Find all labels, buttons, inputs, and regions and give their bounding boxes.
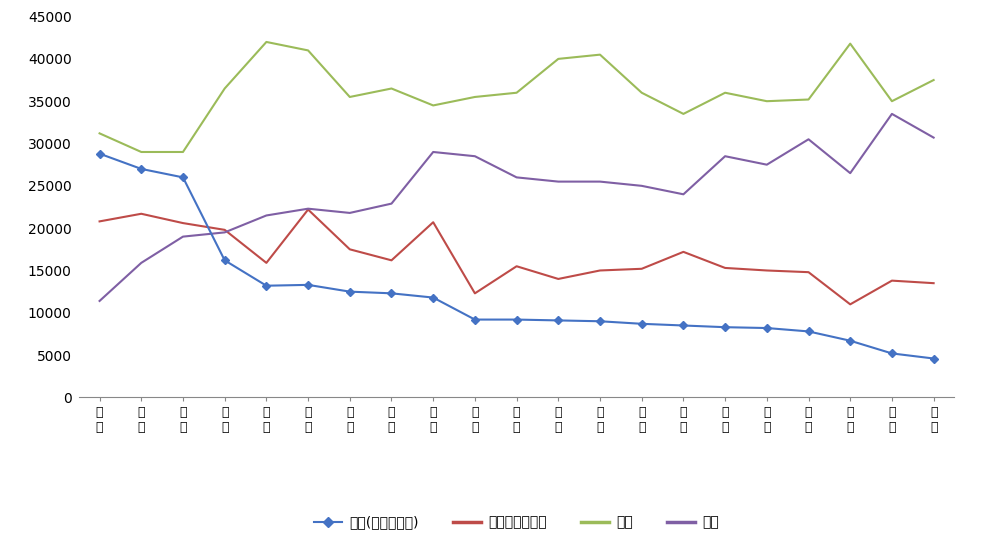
小学 <box>261 212 273 219</box>
初中 <box>886 98 897 104</box>
大学(大专及以上) <box>719 324 731 331</box>
小学 <box>678 191 690 198</box>
大学(大专及以上) <box>844 337 856 344</box>
小学 <box>511 174 523 181</box>
小学 <box>886 110 897 117</box>
高中（含中专） <box>678 248 690 255</box>
初中 <box>343 94 355 100</box>
高中（含中专） <box>636 266 647 272</box>
小学 <box>928 134 940 141</box>
大学(大专及以上) <box>343 288 355 295</box>
初中 <box>302 47 314 54</box>
大学(大专及以上) <box>761 325 772 331</box>
高中（含中专） <box>803 269 815 275</box>
大学(大专及以上) <box>177 174 189 181</box>
高中（含中专） <box>427 219 439 226</box>
大学(大专及以上) <box>678 322 690 329</box>
初中 <box>469 94 481 100</box>
Legend: 大学(大专及以上), 高中（含中专）, 初中, 小学: 大学(大专及以上), 高中（含中专）, 初中, 小学 <box>309 510 724 535</box>
高中（含中专） <box>844 301 856 307</box>
大学(大专及以上) <box>261 283 273 289</box>
高中（含中专） <box>177 220 189 226</box>
初中 <box>594 51 606 58</box>
小学 <box>302 205 314 212</box>
初中 <box>136 148 148 155</box>
小学 <box>177 233 189 240</box>
初中 <box>636 89 647 96</box>
大学(大专及以上) <box>928 355 940 362</box>
大学(大专及以上) <box>511 316 523 323</box>
高中（含中专） <box>386 257 398 264</box>
初中 <box>844 40 856 47</box>
大学(大专及以上) <box>93 150 105 157</box>
大学(大专及以上) <box>386 290 398 296</box>
高中（含中专） <box>93 218 105 225</box>
大学(大专及以上) <box>427 294 439 301</box>
初中 <box>552 56 564 62</box>
高中（含中专） <box>719 264 731 271</box>
小学 <box>427 148 439 155</box>
大学(大专及以上) <box>302 282 314 288</box>
Line: 大学(大专及以上): 大学(大专及以上) <box>96 151 937 361</box>
高中（含中专） <box>469 290 481 296</box>
小学 <box>844 170 856 177</box>
高中（含中专） <box>218 226 230 233</box>
小学 <box>136 259 148 266</box>
初中 <box>678 110 690 117</box>
大学(大专及以上) <box>218 257 230 264</box>
大学(大专及以上) <box>136 166 148 172</box>
高中（含中专） <box>343 246 355 253</box>
初中 <box>719 89 731 96</box>
小学 <box>803 136 815 142</box>
大学(大专及以上) <box>594 318 606 325</box>
小学 <box>594 178 606 185</box>
高中（含中专） <box>261 259 273 266</box>
高中（含中专） <box>302 206 314 213</box>
小学 <box>218 229 230 236</box>
初中 <box>261 39 273 45</box>
初中 <box>386 85 398 92</box>
高中（含中专） <box>928 280 940 286</box>
Line: 初中: 初中 <box>99 42 934 152</box>
Line: 高中（含中专）: 高中（含中专） <box>99 210 934 304</box>
初中 <box>427 102 439 109</box>
大学(大专及以上) <box>803 328 815 335</box>
初中 <box>218 85 230 92</box>
大学(大专及以上) <box>886 350 897 357</box>
小学 <box>719 153 731 160</box>
Line: 小学: 小学 <box>99 114 934 301</box>
高中（含中专） <box>886 277 897 284</box>
小学 <box>761 161 772 168</box>
小学 <box>343 210 355 216</box>
初中 <box>177 148 189 155</box>
小学 <box>469 153 481 160</box>
小学 <box>386 200 398 207</box>
小学 <box>93 298 105 304</box>
大学(大专及以上) <box>636 321 647 327</box>
高中（含中专） <box>761 267 772 274</box>
高中（含中专） <box>594 267 606 274</box>
初中 <box>93 130 105 137</box>
初中 <box>511 89 523 96</box>
初中 <box>761 98 772 104</box>
高中（含中专） <box>511 263 523 269</box>
大学(大专及以上) <box>552 317 564 323</box>
初中 <box>928 77 940 83</box>
小学 <box>636 183 647 189</box>
高中（含中专） <box>552 275 564 282</box>
初中 <box>803 96 815 103</box>
小学 <box>552 178 564 185</box>
高中（含中专） <box>136 210 148 217</box>
大学(大专及以上) <box>469 316 481 323</box>
